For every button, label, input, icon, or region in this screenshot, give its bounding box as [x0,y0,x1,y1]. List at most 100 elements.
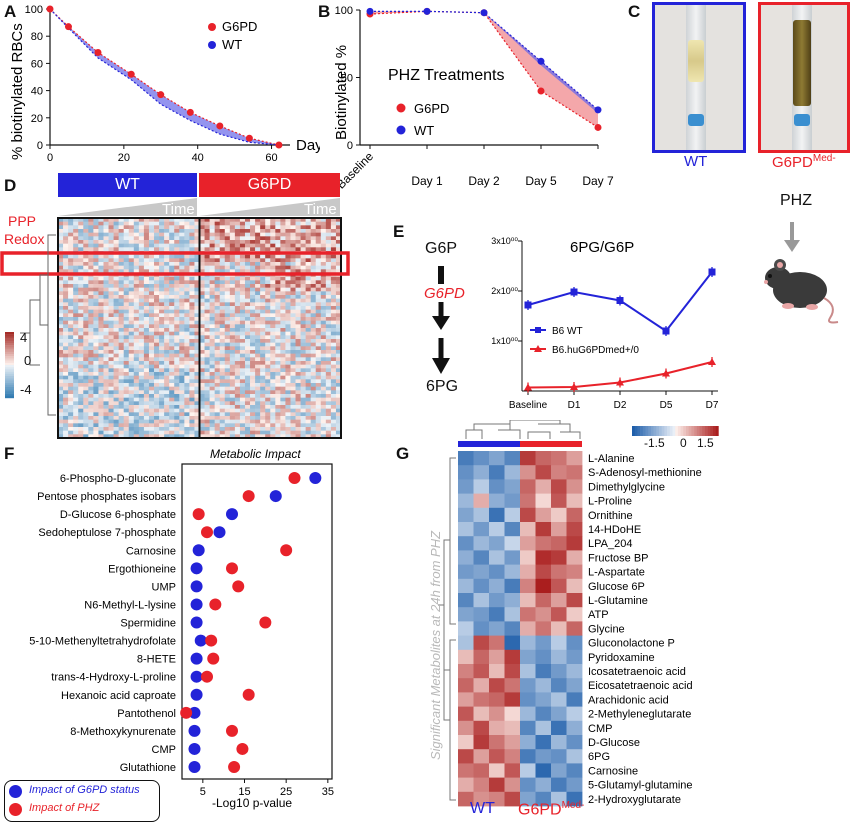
d-cell [325,276,332,281]
pathway-6pg: 6PG [426,378,459,395]
d-cell [184,221,190,226]
d-cell [148,306,155,310]
d-cell [164,328,170,332]
d-cell [93,423,99,428]
heatmap-g: Significant Metabolites at 24h from PHZ … [428,420,719,807]
d-cell [174,379,180,384]
d-cell [108,306,114,310]
d-cell [118,287,124,292]
g-cell [551,735,567,750]
d-cell [255,265,261,270]
d-cell [194,434,200,439]
d-cell [315,280,322,285]
d-cell [93,350,99,354]
d-cell [68,427,74,431]
d-cell [164,364,170,369]
d-cell [219,291,226,296]
d-cell [315,254,322,259]
d-cell [219,284,226,288]
d-cell [335,306,342,310]
d-cell [239,408,246,413]
d-cell [239,383,246,387]
e-point-wt [524,301,532,309]
d-cell [118,335,124,340]
d-cell [189,364,195,369]
d-cell [199,383,205,387]
d-cell [184,317,190,321]
d-cell [93,386,99,391]
d-cell [194,324,200,329]
d-cell [154,328,160,332]
d-cell [73,229,79,233]
d-cell [244,269,251,274]
d-cell [209,335,215,340]
b-point-wt [423,7,431,15]
d-cell [164,269,170,274]
d-ppp-highlight-box [0,251,350,276]
d-cell [214,408,221,413]
d-cell [239,269,246,274]
d-cell [300,298,306,303]
d-cell [199,434,205,439]
g-colorbar-step [677,426,681,436]
d-cell [73,405,79,409]
f-row-label: Glutathione [120,762,176,774]
d-cell [199,229,205,233]
d-cell [103,394,109,398]
d-cell [234,375,241,380]
d-cell [194,221,200,226]
d-cell [78,236,84,241]
d-cell [270,291,276,296]
d-cell [184,346,190,351]
d-cell [103,280,109,285]
d-cell [325,427,332,431]
d-cell [73,236,79,241]
d-cell [285,368,291,373]
d-cell [194,339,200,343]
d-cell [209,339,215,343]
d-cell [78,430,84,435]
d-cell [255,247,261,252]
d-cell [123,225,130,230]
d-cell [179,368,185,373]
d-cell [260,240,266,244]
d-cell [194,232,200,237]
d-cell [164,221,170,226]
d-colorbar-step [5,358,14,361]
d-cell [189,423,195,428]
d-cell [300,313,306,318]
d-cell [138,276,145,281]
d-cell [169,280,175,285]
d-cell [255,397,261,402]
d-cell [239,390,246,395]
d-cell [103,324,109,329]
d-cell [234,225,241,230]
d-cell [159,229,165,233]
d-cell [285,346,291,351]
d-cell [118,328,124,332]
d-cell [224,397,231,402]
d-cell [128,353,135,358]
d-cell [229,430,236,435]
d-cell [330,331,337,336]
d-cell [275,313,281,318]
d-cell [103,430,109,435]
d-cell [234,276,241,281]
d-cell [128,328,135,332]
d-cell [169,236,175,241]
g-cell [489,720,505,736]
d-cell [83,221,89,226]
d-cell [209,328,215,332]
d-cell [234,291,241,296]
d-cell [335,240,342,244]
d-cell [320,324,327,329]
d-cell [209,405,215,409]
d-cell [123,357,130,362]
d-cell [335,218,342,222]
d-cell [174,375,180,380]
d-cell [285,335,291,340]
d-cell [275,394,281,398]
d-cell [325,386,332,391]
d-cell [184,254,190,259]
d-cell [113,236,119,241]
